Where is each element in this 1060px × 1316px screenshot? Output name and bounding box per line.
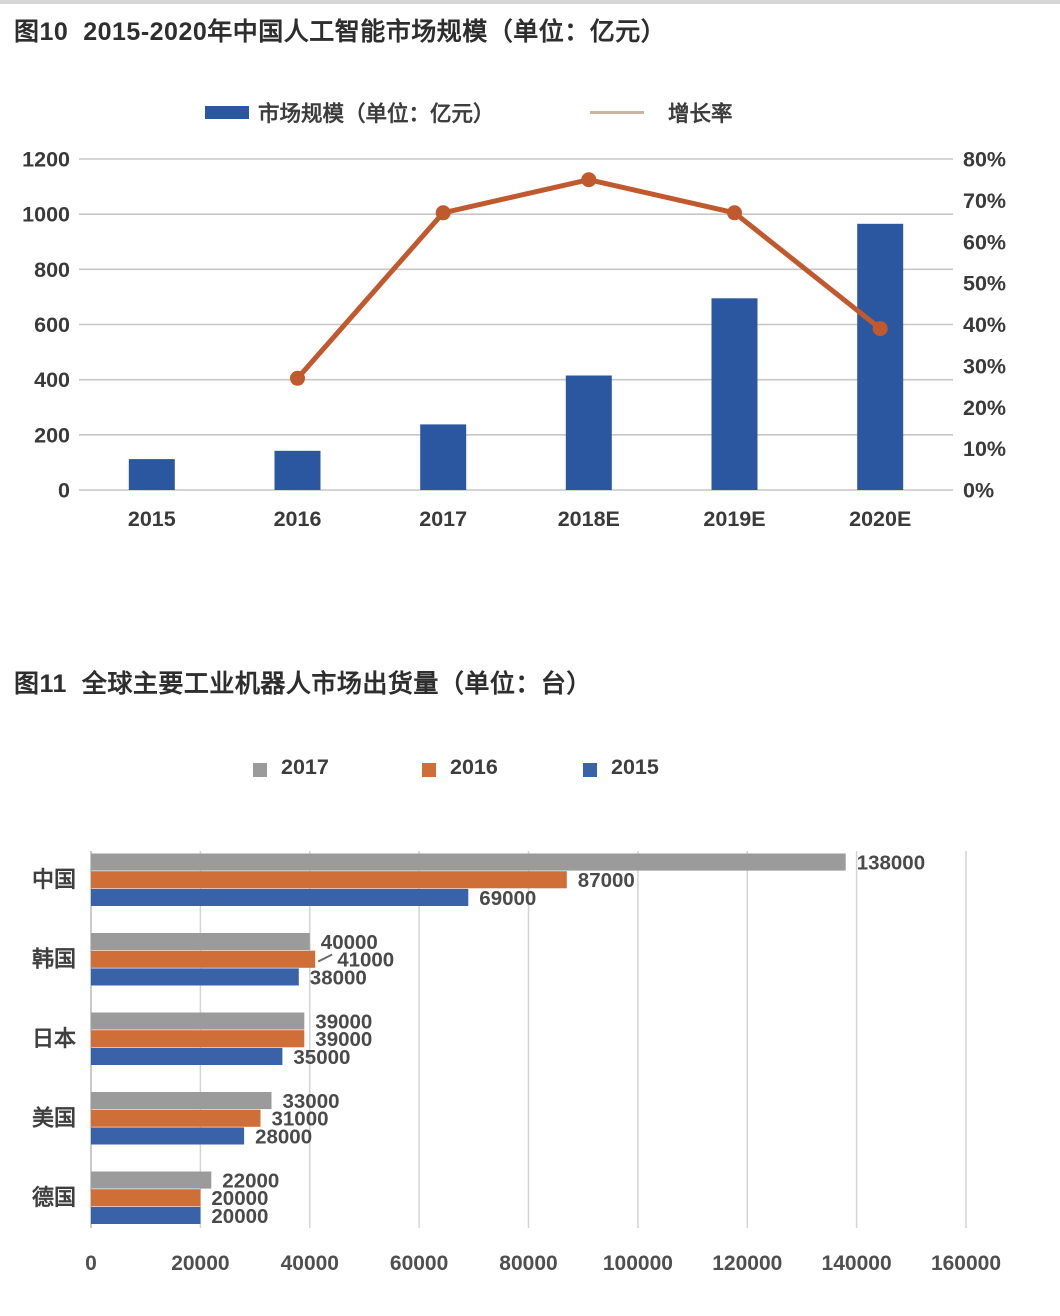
legend-2016-swatch <box>422 763 436 777</box>
market-series-swatch <box>205 106 249 119</box>
market-bar-2020E <box>857 223 904 491</box>
growth-marker <box>727 205 742 221</box>
x-axis-label: 0 <box>85 1252 97 1275</box>
x-axis-label: 2016 <box>274 507 322 531</box>
left-axis-label: 200 <box>34 423 70 447</box>
market-bar-2016 <box>274 450 321 490</box>
x-axis-label: 2018E <box>558 507 620 531</box>
x-axis-label: 2017 <box>419 507 467 531</box>
bar-2016-日本 <box>91 1030 305 1048</box>
value-label: 20000 <box>211 1187 268 1210</box>
value-label: 39000 <box>315 1028 372 1051</box>
fig11-chart: 0 20000 40000 60000 80000 100000 120000 140000 1… <box>32 851 1001 1275</box>
value-label: 40000 <box>321 931 378 954</box>
growth-marker <box>872 321 888 337</box>
fig11-legend-2015-label: 2015 <box>611 755 659 779</box>
value-label: 38000 <box>310 966 367 989</box>
right-axis-label: 50% <box>963 272 1006 296</box>
leader-line <box>317 953 333 963</box>
value-label: 41000 <box>337 949 394 972</box>
fig10-title: 图10 2015-2020年中国人工智能市场规模（单位：亿元） <box>14 18 667 46</box>
value-label: 22000 <box>222 1169 279 1192</box>
right-axis-label: 0% <box>963 479 994 503</box>
left-axis-label: 0 <box>58 479 70 503</box>
value-label: 33000 <box>283 1090 340 1113</box>
category-label: 德国 <box>32 1185 76 1210</box>
x-axis-label: 2015 <box>128 507 176 531</box>
left-axis-label: 1200 <box>22 148 70 172</box>
bar-2017-韩国 <box>91 933 310 951</box>
growth-line <box>295 177 883 381</box>
category-label: 中国 <box>32 867 76 892</box>
growth-marker <box>435 205 451 221</box>
bar-2017-德国 <box>91 1171 212 1189</box>
left-axis-label: 1000 <box>22 203 70 227</box>
growth-marker <box>290 370 305 386</box>
bar-2015-德国 <box>91 1206 201 1224</box>
value-label: 28000 <box>255 1125 312 1148</box>
left-axis-label: 400 <box>34 368 70 392</box>
market-bar-2017 <box>420 424 467 490</box>
right-axis-label: 70% <box>963 189 1006 213</box>
x-axis-label: 140000 <box>822 1252 892 1275</box>
legend-2015-swatch <box>583 763 597 777</box>
x-axis-label: 120000 <box>712 1252 782 1275</box>
fig11-title: 图11 全球主要工业机器人市场出货量（单位：台） <box>14 670 592 698</box>
market-bar-2019E <box>711 298 758 490</box>
bar-2017-美国 <box>91 1092 272 1110</box>
fig10-legend-market-label: 市场规模（单位：亿元） <box>258 102 495 126</box>
right-axis-label: 10% <box>963 437 1006 461</box>
right-axis-label: 30% <box>963 354 1006 378</box>
growth-line-swatch <box>590 111 644 114</box>
bar-2015-美国 <box>91 1127 245 1145</box>
bar-2017-中国 <box>91 853 846 871</box>
category-label: 日本 <box>32 1026 76 1051</box>
bar-2015-韩国 <box>91 968 299 986</box>
right-axis-label: 60% <box>963 230 1006 254</box>
value-label: 87000 <box>578 869 635 892</box>
x-axis-label: 2019E <box>703 507 765 531</box>
market-bar-2015 <box>128 459 175 490</box>
bar-2016-中国 <box>91 871 567 889</box>
value-label: 39000 <box>315 1010 372 1033</box>
market-bar-2018E <box>565 375 612 490</box>
left-axis-label: 800 <box>34 258 70 282</box>
x-axis-label: 60000 <box>390 1252 448 1275</box>
fig10-chart: 0 200 400 600 800 1000 1200 0% 10% 20% 30% 40% 50% 60… <box>22 148 1006 532</box>
fig11-legend-2017-label: 2017 <box>281 755 329 779</box>
fig10-legend-growth-label: 增长率 <box>668 102 733 126</box>
category-label: 韩国 <box>32 947 76 972</box>
x-axis-label: 20000 <box>171 1252 229 1275</box>
bar-2016-德国 <box>91 1189 201 1207</box>
x-axis-label: 100000 <box>603 1252 673 1275</box>
fig11-legend-2016-label: 2016 <box>450 755 498 779</box>
x-axis-label: 80000 <box>499 1252 557 1275</box>
growth-marker <box>581 172 597 188</box>
value-label: 20000 <box>211 1205 268 1228</box>
value-label: 69000 <box>479 887 536 910</box>
bar-2015-中国 <box>91 888 469 906</box>
bar-2017-日本 <box>91 1012 305 1030</box>
right-axis-label: 40% <box>963 313 1006 337</box>
bar-2016-韩国 <box>91 950 316 968</box>
value-label: 138000 <box>857 851 925 874</box>
left-axis-label: 600 <box>34 313 70 337</box>
bar-2016-美国 <box>91 1109 261 1127</box>
x-axis-label: 2020E <box>849 507 911 531</box>
x-axis-label: 160000 <box>931 1252 1001 1275</box>
right-axis-label: 20% <box>963 396 1006 420</box>
right-axis-label: 80% <box>963 148 1006 172</box>
category-label: 美国 <box>32 1106 76 1131</box>
value-label: 31000 <box>272 1108 329 1131</box>
decorative-top-strip <box>0 0 1060 4</box>
value-label: 35000 <box>293 1046 350 1069</box>
legend-2017-swatch <box>253 763 267 777</box>
x-axis-label: 40000 <box>281 1252 339 1275</box>
bar-2015-日本 <box>91 1047 283 1065</box>
